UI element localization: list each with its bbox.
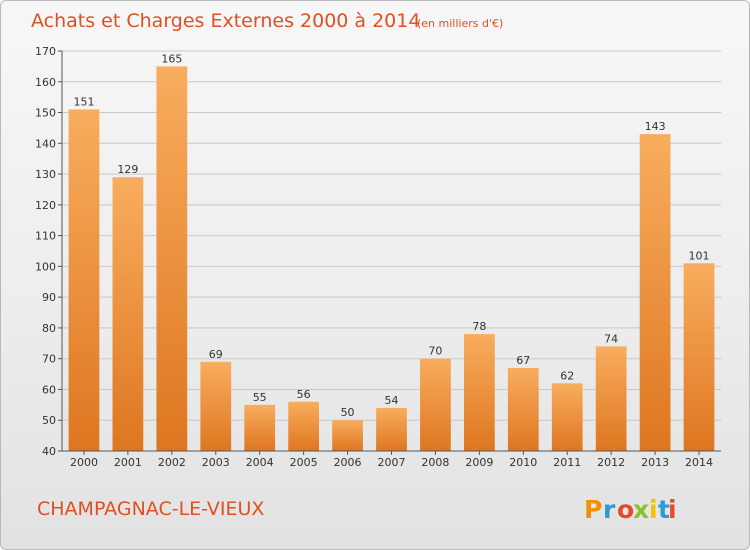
bar-2013 — [639, 134, 671, 452]
y-tick-label: 110 — [35, 230, 56, 243]
bar-2003 — [200, 361, 232, 451]
bar-2006 — [332, 420, 363, 451]
x-tick-label: 2006 — [334, 456, 362, 469]
x-tick-label: 2008 — [421, 456, 449, 469]
x-tick-label: 2000 — [70, 456, 98, 469]
y-tick-label: 50 — [42, 414, 56, 427]
x-tick-label: 2007 — [378, 456, 406, 469]
data-label-2013: 143 — [645, 120, 666, 133]
y-tick-label: 60 — [42, 383, 56, 396]
logo-letter: i — [668, 495, 677, 524]
data-label-2014: 101 — [689, 249, 710, 262]
x-tick-label: 2005 — [290, 456, 318, 469]
x-tick-label: 2010 — [509, 456, 537, 469]
x-tick-label: 2002 — [158, 456, 186, 469]
y-tick-label: 120 — [35, 199, 56, 212]
y-tick-label: 130 — [35, 168, 56, 181]
bar-2000 — [68, 109, 100, 451]
logo-letter: t — [658, 495, 670, 524]
data-label-2007: 54 — [385, 394, 399, 407]
data-label-2000: 151 — [73, 95, 94, 108]
chart-title: Achats et Charges Externes 2000 à 2014 — [31, 10, 420, 32]
x-tick-label: 2014 — [685, 456, 713, 469]
bar-2011 — [551, 383, 583, 451]
y-tick-label: 80 — [42, 322, 56, 335]
data-label-2002: 165 — [161, 52, 182, 65]
data-label-2009: 78 — [472, 320, 486, 333]
bar-2014 — [683, 263, 715, 451]
chart-subtitle: (en milliers d'€) — [417, 17, 503, 30]
x-tick-label: 2001 — [114, 456, 142, 469]
bar-2005 — [288, 401, 320, 451]
data-label-2004: 55 — [253, 391, 267, 404]
data-label-2006: 50 — [341, 406, 355, 419]
y-tick-label: 170 — [35, 45, 56, 58]
bar-2012 — [595, 346, 627, 451]
y-tick-label: 40 — [42, 445, 56, 458]
bar-2001 — [112, 177, 144, 451]
data-label-2001: 129 — [117, 163, 138, 176]
bar-2007 — [376, 407, 407, 451]
logo-letter: r — [603, 495, 616, 524]
x-tick-label: 2009 — [465, 456, 493, 469]
data-label-2008: 70 — [428, 345, 442, 358]
x-tick-label: 2003 — [202, 456, 230, 469]
bar-2004 — [244, 404, 276, 451]
y-tick-label: 90 — [42, 291, 56, 304]
y-tick-label: 160 — [35, 76, 56, 89]
bar-2009 — [463, 334, 495, 451]
x-tick-label: 2004 — [246, 456, 274, 469]
data-label-2010: 67 — [516, 354, 530, 367]
logo-letter: x — [633, 495, 649, 524]
y-tick-label: 100 — [35, 260, 56, 273]
logo-letter: o — [617, 495, 634, 524]
bar-2008 — [420, 358, 451, 451]
x-tick-label: 2012 — [597, 456, 625, 469]
y-tick-label: 150 — [35, 107, 56, 120]
y-tick-label: 140 — [35, 137, 56, 150]
y-tick-label: 70 — [42, 353, 56, 366]
logo-letter: P — [584, 495, 602, 524]
data-label-2011: 62 — [560, 369, 574, 382]
x-tick-label: 2013 — [641, 456, 669, 469]
logo-letter: i — [649, 495, 658, 524]
x-tick-label: 2011 — [553, 456, 581, 469]
bar-2002 — [156, 66, 188, 451]
commune-name: CHAMPAGNAC-LE-VIEUX — [37, 498, 264, 520]
data-label-2012: 74 — [604, 332, 618, 345]
bar-2010 — [507, 367, 539, 451]
data-label-2005: 56 — [297, 388, 311, 401]
data-label-2003: 69 — [209, 348, 223, 361]
